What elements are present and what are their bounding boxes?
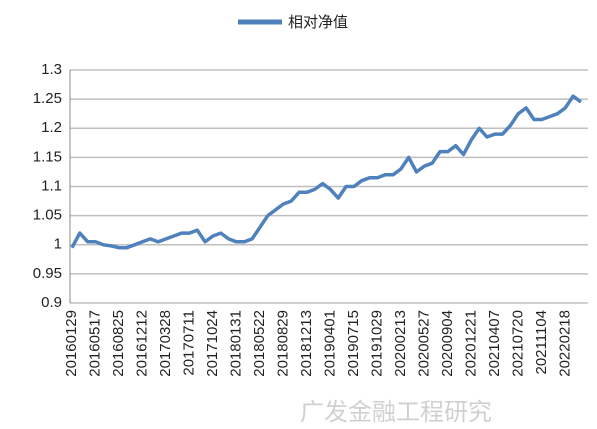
x-tick-label: 20190401 [321,310,338,377]
x-tick-label: 20160825 [110,310,127,377]
data-line [70,94,583,250]
x-tick-label: 20170328 [157,310,174,377]
x-tick-label: 20210720 [509,310,526,377]
x-tick-label: 20211104 [533,310,550,375]
x-tick-label: 20200904 [439,310,456,377]
x-tick-label: 20220218 [556,310,573,377]
x-tick-label: 20190715 [345,310,362,377]
x-tick-label: 20180131 [227,310,244,377]
y-tick-label: 1.2 [41,119,62,136]
watermark: 广发金融工程研究 [300,399,492,426]
x-tick-label: 20180829 [274,310,291,377]
y-tick-label: 1.1 [41,177,62,194]
x-tick-label: 20161212 [133,310,150,377]
x-tick-label: 20170711 [180,310,197,376]
x-tick-label: 20160129 [63,310,80,377]
y-tick-label: 1.3 [41,61,62,78]
x-tick-label: 20160517 [86,310,103,377]
x-tick-label: 20171024 [204,310,221,377]
legend-label: 相对净值 [288,14,348,31]
x-tick-label: 20200213 [392,310,409,377]
x-tick-label: 20180522 [251,310,268,377]
y-tick-label: 0.9 [41,294,62,311]
x-tick-label: 20191029 [368,310,385,377]
x-tick-label: 20210407 [486,310,503,377]
y-tick-label: 1.05 [33,207,62,224]
y-tick-label: 0.95 [33,265,62,282]
y-tick-label: 1.15 [33,148,62,165]
x-tick-label: 20201221 [462,310,479,377]
x-tick-label: 20181213 [298,310,315,377]
x-tick-label: 20200527 [415,310,432,377]
y-tick-label: 1 [54,236,62,253]
y-tick-label: 1.25 [33,90,62,107]
